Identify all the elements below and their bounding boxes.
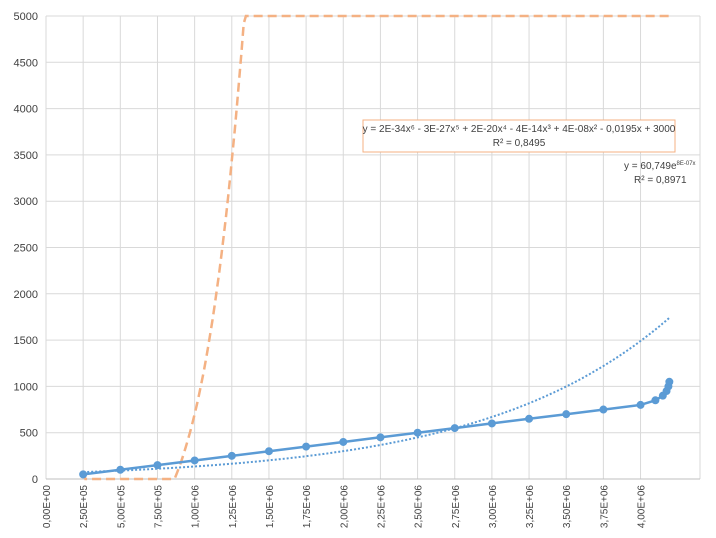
x-tick-label: 3,50E+06	[562, 485, 573, 529]
x-tick-label: 1,00E+06	[191, 485, 202, 529]
x-tick-label: 1,25E+06	[228, 485, 239, 529]
series-point	[190, 456, 199, 465]
y-tick-label: 4500	[14, 57, 38, 69]
y-tick-label: 3000	[14, 196, 38, 208]
series-point	[525, 414, 534, 423]
series-point	[562, 410, 571, 419]
exponential-trendline-path	[83, 316, 671, 474]
poly-equation-text: y = 2E-34x⁶ - 3E-27x⁵ + 2E-20x⁴ - 4E-14x…	[363, 124, 676, 135]
y-tick-label: 5000	[14, 11, 38, 23]
series-point	[339, 437, 348, 446]
series-point	[487, 419, 496, 428]
x-tick-label: 1,50E+06	[265, 485, 276, 529]
poly-r2-text: R² = 0,8495	[493, 138, 546, 149]
series-point	[227, 451, 236, 460]
series-point	[636, 400, 645, 409]
exponential-trendline	[83, 316, 671, 474]
x-tick-label: 5,00E+05	[116, 485, 127, 529]
svg-text:y = 60,749e8E-07x: y = 60,749e8E-07x	[624, 161, 696, 172]
exponential-equation-label: y = 60,749e8E-07x R² = 0,8971	[624, 161, 696, 186]
series-point	[665, 377, 674, 386]
x-tick-label: 2,25E+06	[376, 485, 387, 529]
y-tick-label: 3500	[14, 150, 38, 162]
series-line	[83, 381, 671, 476]
x-tick-label: 3,25E+06	[525, 485, 536, 529]
series-point	[302, 442, 311, 451]
x-tick-label: 3,00E+06	[488, 485, 499, 529]
y-tick-label: 1000	[14, 381, 38, 393]
series-point	[264, 447, 273, 456]
equation-box	[362, 119, 676, 153]
series-point	[153, 461, 162, 470]
series-point	[413, 428, 422, 437]
series-point	[116, 465, 125, 474]
exp-r2-text: R² = 0,8971	[634, 175, 687, 186]
x-tick-label: 4,00E+06	[637, 485, 648, 529]
polynomial-equation-label: y = 2E-34x⁶ - 3E-27x⁵ + 2E-20x⁴ - 4E-14x…	[362, 119, 676, 153]
y-axis-ticks: 0 500 1000 1500 2000 2500 3000 3500 4000 4500 5000	[14, 11, 38, 486]
x-tick-label: 2,50E+06	[414, 485, 425, 529]
y-tick-label: 500	[20, 428, 38, 440]
exp-exponent-text: 8E-07x	[677, 161, 696, 167]
exp-equation-text: y = 60,749e	[624, 161, 677, 172]
grid-lines	[45, 15, 701, 480]
y-tick-label: 4000	[14, 104, 38, 116]
data-series	[79, 377, 674, 479]
y-tick-label: 0	[32, 474, 38, 486]
series-point	[79, 470, 88, 479]
series-point	[651, 396, 660, 405]
series-point	[450, 424, 459, 433]
x-tick-label: 0,00E+00	[42, 485, 53, 529]
x-tick-label: 2,00E+06	[339, 485, 350, 529]
x-tick-label: 2,75E+06	[451, 485, 462, 529]
y-tick-label: 1500	[14, 335, 38, 347]
x-tick-label: 3,75E+06	[599, 485, 610, 529]
x-axis-ticks: 0,00E+00 2,50E+05 5,00E+05 7,50E+05 1,00E+06…	[42, 485, 648, 529]
series-point	[376, 433, 385, 442]
y-tick-label: 2000	[14, 289, 38, 301]
x-tick-label: 1,75E+06	[302, 485, 313, 529]
y-tick-label: 2500	[14, 243, 38, 255]
x-tick-label: 7,50E+05	[153, 485, 164, 529]
x-tick-label: 2,50E+05	[79, 485, 90, 529]
series-point	[599, 405, 608, 414]
